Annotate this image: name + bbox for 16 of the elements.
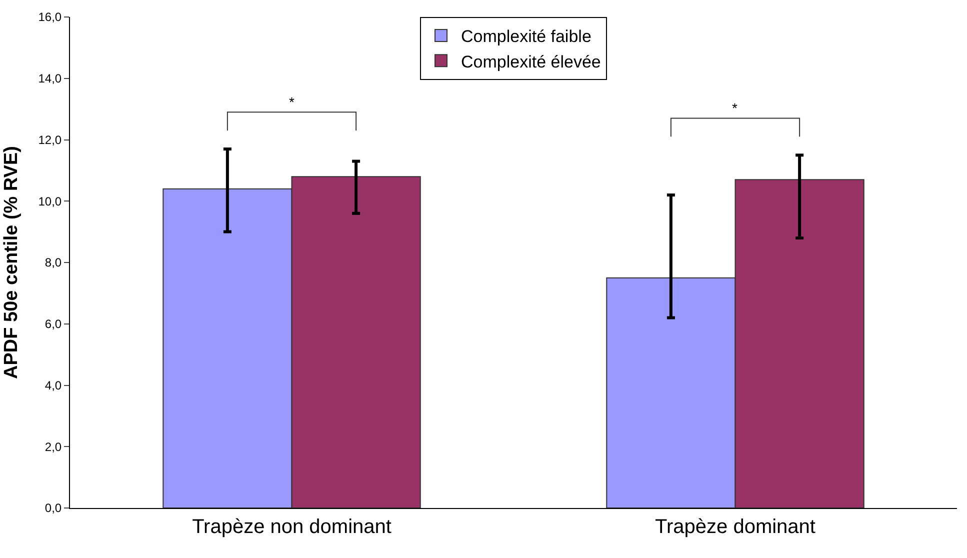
y-tick-label: 12,0	[38, 132, 62, 147]
legend-label: Complexité élevée	[461, 52, 601, 72]
y-tick-label: 16,0	[38, 10, 62, 24]
annotation: *	[289, 94, 295, 110]
legend-label: Complexité faible	[461, 27, 592, 46]
x-tick-label: Trapèze non dominant	[192, 516, 392, 538]
y-tick-label: 4,0	[44, 378, 62, 392]
x-tick-label: Trapèze dominant	[655, 516, 816, 538]
annotation: *	[732, 100, 738, 116]
y-tick-label: 10,0	[38, 194, 62, 208]
y-tick-label: 6,0	[44, 317, 62, 332]
y-tick-label: 14,0	[38, 72, 62, 86]
y-tick-label: 2,0	[44, 440, 62, 454]
y-tick-label: 8,0	[44, 256, 62, 270]
y-tick-label: 0,0	[44, 501, 62, 516]
y-axis-title: APDF 50e centile (% RVE)	[1, 146, 22, 380]
